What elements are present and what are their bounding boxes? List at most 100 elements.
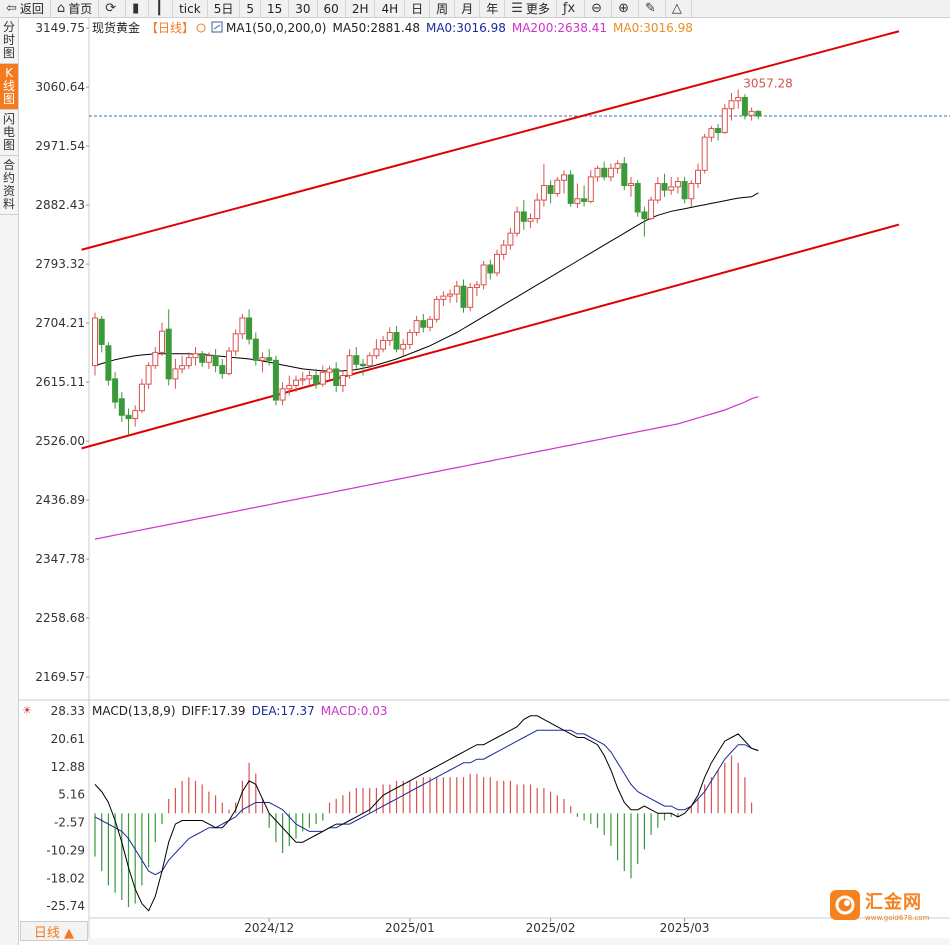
x-axis: 2024/12 2025/01 2025/02 2025/03 [89, 917, 950, 935]
toolbar-item-15[interactable]: 月 [455, 0, 481, 17]
toolbar-label: 4H [381, 1, 399, 16]
toolbar-item-refresh-icon[interactable]: ⟳ [99, 0, 127, 17]
candle [681, 176, 688, 204]
macd-settings-icon[interactable]: ☀ [22, 704, 32, 717]
candle [648, 196, 655, 220]
period-selector[interactable]: 日线 ▲ [20, 921, 88, 941]
legend-settings-icon[interactable] [211, 21, 223, 33]
sidebar-tab-2[interactable]: 闪电图 [0, 110, 18, 156]
candle [755, 110, 762, 120]
candle [313, 368, 320, 389]
candle [440, 291, 447, 307]
macd-y-tick-label: 5.16 [58, 788, 85, 802]
toolbar-item-5[interactable]: tick [173, 0, 208, 17]
toolbar-item-9[interactable]: 30 [289, 0, 318, 17]
candle [393, 325, 400, 353]
macd-y-tick-label: -10.29 [46, 843, 85, 857]
ma-lines [94, 192, 759, 540]
toolbar-label: 月 [461, 2, 474, 16]
toolbar-item-zoom-in-icon[interactable]: ⊕ [612, 0, 639, 17]
candle [192, 347, 199, 366]
toolbar: ⇦ 返回 ⌂ 首页 ⟳ ▮ ┃ tick 5日 5 15 30 60 2H 4H 日周月年 ☰ 更多 ƒx ⊖ ⊕ ✎ △ [0, 0, 950, 18]
candle [319, 365, 326, 387]
candle [172, 359, 179, 389]
ma200-line [94, 396, 759, 540]
refresh-icon: ⟳ [105, 1, 117, 16]
candle [601, 161, 608, 181]
candle [279, 382, 286, 406]
toolbar-item-triangle-icon[interactable]: △ [666, 0, 692, 17]
toolbar-item-16[interactable]: 年 [480, 0, 506, 17]
toolbar-item-bar-chart-icon[interactable]: ▮ [126, 0, 150, 17]
toolbar-item-12[interactable]: 4H [375, 0, 406, 17]
watermark-title: 汇金网 [865, 892, 922, 913]
candle [607, 163, 614, 182]
candle [708, 125, 715, 142]
toolbar-label: 5 [246, 1, 254, 16]
candle [540, 163, 547, 207]
candle [232, 329, 239, 356]
macd-y-tick-label: -18.02 [46, 871, 85, 885]
toolbar-item-fx-icon[interactable]: ƒx [557, 0, 586, 17]
price-axis: 3149.75 3060.64 2971.54 2882.43 2793.32 2704.… [35, 18, 90, 940]
candle [185, 352, 192, 369]
candle [333, 362, 340, 393]
channel-upper-line [81, 30, 900, 251]
sidebar: 分时图 K线图 闪电图 合约资料 [0, 18, 19, 945]
legend-close-icon[interactable] [196, 23, 206, 33]
toolbar-item-0[interactable]: ⇦ 返回 [0, 0, 51, 17]
toolbar-item-10[interactable]: 60 [318, 0, 346, 17]
y-tick-label: 2971.54 [35, 139, 85, 153]
back-arrow-icon: ⇦ [6, 1, 17, 16]
candle [386, 327, 393, 346]
sidebar-tab-0[interactable]: 分时图 [0, 18, 18, 64]
candle [413, 315, 420, 336]
x-tick-label: 2025/02 [526, 921, 576, 935]
triangle-icon: △ [671, 1, 682, 16]
toolbar-label: 15 [266, 1, 283, 16]
toolbar-item-8[interactable]: 15 [261, 0, 290, 17]
channel-lines [81, 30, 900, 450]
toolbar-item-17[interactable]: ☰ 更多 [505, 0, 557, 17]
candle [138, 378, 145, 414]
candle [118, 392, 125, 422]
candle [299, 372, 306, 386]
watermark-logo [830, 890, 860, 920]
macd-legend-macd: MACD:0.03 [321, 704, 388, 718]
toolbar-label: 2H [351, 1, 369, 16]
candle [547, 180, 554, 204]
toolbar-label: 更多 [525, 2, 550, 16]
candle [721, 104, 728, 134]
candle [741, 94, 748, 120]
candle [353, 347, 360, 369]
legend-period: 【日线】 [146, 21, 194, 35]
toolbar-item-13[interactable]: 日 [405, 0, 431, 17]
sidebar-tab-1[interactable]: K线图 [0, 64, 18, 110]
candle [219, 359, 226, 379]
toolbar-item-1[interactable]: ⌂ 首页 [51, 0, 100, 17]
candle [688, 180, 695, 207]
toolbar-item-pen-icon[interactable]: ✎ [639, 0, 666, 17]
candle [614, 160, 621, 174]
macd-y-tick-label: 28.33 [51, 704, 85, 718]
candle [520, 200, 527, 230]
sidebar-tab-3[interactable]: 合约资料 [0, 156, 18, 215]
candle [473, 280, 480, 297]
ma50-line [94, 192, 759, 372]
toolbar-item-14[interactable]: 周 [430, 0, 456, 17]
legend-ma0-b: MA0:3016.98 [613, 21, 693, 35]
legend: 现货黄金 【日线】 MA1(50,0,200,0) MA50:2881.48 MA0:3… [92, 20, 693, 35]
zoom-in-icon: ⊕ [618, 1, 629, 16]
y-tick-label: 2169.57 [35, 670, 85, 684]
toolbar-item-zoom-out-icon[interactable]: ⊖ [585, 0, 613, 17]
candle [735, 89, 742, 109]
toolbar-item-11[interactable]: 2H [346, 0, 376, 17]
macd-y-tick-label: 12.88 [51, 760, 85, 774]
toolbar-item-7[interactable]: 5 [240, 0, 261, 17]
toolbar-item-candlestick-icon[interactable]: ┃ [149, 0, 174, 17]
bar-chart-icon: ▮ [132, 1, 140, 16]
y-tick-label: 2704.21 [35, 316, 85, 330]
toolbar-item-6[interactable]: 5日 [208, 0, 241, 17]
candle [239, 313, 246, 340]
